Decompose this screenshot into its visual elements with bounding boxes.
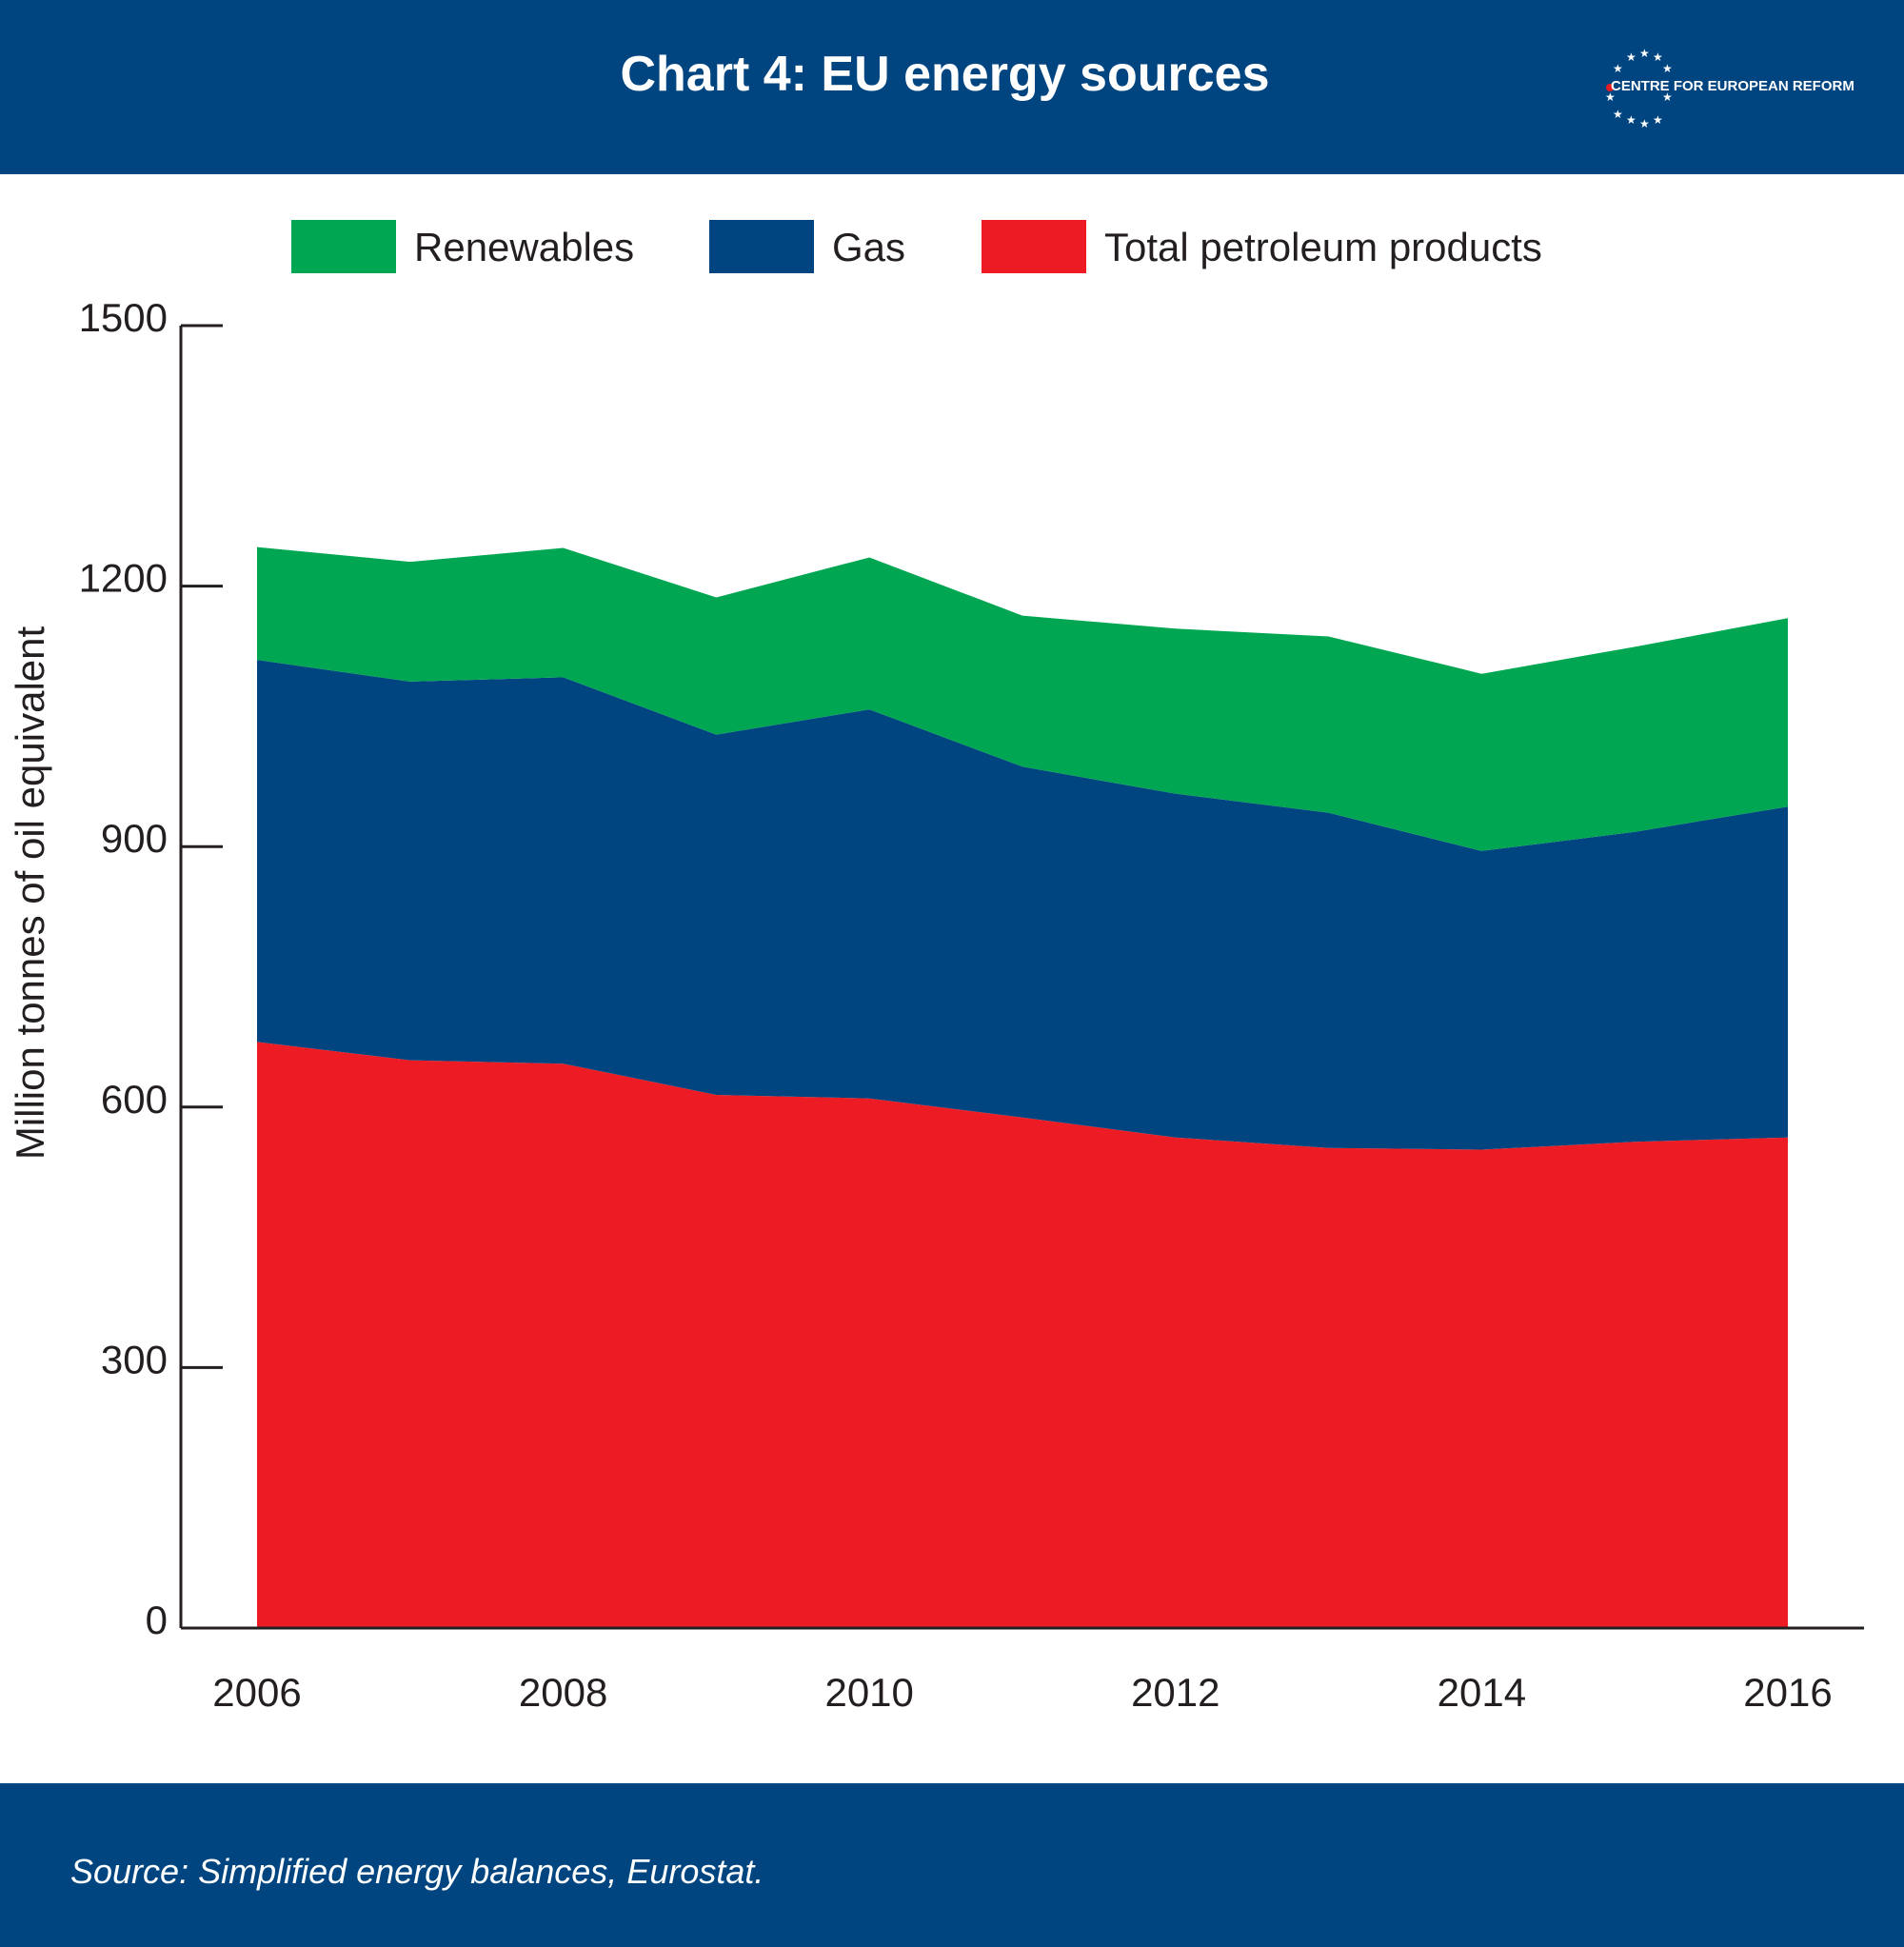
svg-text:★: ★ — [1653, 113, 1663, 127]
logo-red-star-icon — [1606, 84, 1614, 91]
svg-text:★: ★ — [1653, 50, 1663, 64]
x-tick-label-2016: 2016 — [1743, 1670, 1832, 1715]
svg-text:★: ★ — [1639, 48, 1650, 60]
x-tick-label-2010: 2010 — [824, 1670, 913, 1715]
legend-label-renewables: Renewables — [414, 225, 634, 269]
header-bar — [0, 0, 1904, 174]
y-axis-label: Million tonnes of oil equivalent — [8, 626, 52, 1161]
legend-label-gas: Gas — [832, 225, 905, 269]
cer-logo: ★ ★ ★ ★ ★ ★ ★ ★ ★ ★ ★ — [1605, 48, 1673, 129]
legend-swatch-renewables — [291, 220, 396, 273]
source-note: Source: Simplified energy balances, Euro… — [70, 1852, 764, 1891]
y-tick-label-1200: 1200 — [79, 556, 168, 601]
footer-bar — [0, 1783, 1904, 1947]
x-tick-label-2014: 2014 — [1438, 1670, 1526, 1715]
y-tick-label-1500: 1500 — [79, 295, 168, 340]
logo-text: CENTRE FOR EUROPEAN REFORM — [1611, 78, 1854, 94]
x-tick-label-2008: 2008 — [519, 1670, 607, 1715]
area-series-total-petroleum-products — [257, 1042, 1788, 1628]
chart-title: Chart 4: EU energy sources — [620, 47, 1270, 102]
eu-stars-icon: ★ ★ ★ ★ ★ ★ ★ ★ ★ ★ ★ — [1605, 48, 1673, 129]
legend-swatch-total-petroleum-products — [982, 220, 1086, 273]
stacked-area-chart: 0 300 600 900 1200 1500 2006 2008 2010 2012 2014 20… — [8, 220, 1864, 1715]
area-series-gas — [257, 660, 1788, 1150]
svg-text:★: ★ — [1639, 117, 1650, 129]
x-tick-label-2012: 2012 — [1131, 1670, 1220, 1715]
svg-text:★: ★ — [1613, 108, 1623, 121]
svg-text:★: ★ — [1605, 90, 1616, 104]
svg-text:★: ★ — [1662, 90, 1673, 104]
svg-text:★: ★ — [1613, 62, 1623, 75]
svg-text:★: ★ — [1662, 62, 1673, 75]
legend-label-total-petroleum-products: Total petroleum products — [1104, 225, 1542, 269]
y-tick-label-0: 0 — [146, 1598, 168, 1642]
y-tick-label-900: 900 — [101, 816, 168, 861]
y-tick-label-300: 300 — [101, 1337, 168, 1381]
svg-text:★: ★ — [1626, 50, 1636, 64]
svg-text:★: ★ — [1626, 113, 1636, 127]
y-tick-label-600: 600 — [101, 1077, 168, 1122]
legend-swatch-gas — [709, 220, 814, 273]
x-tick-label-2006: 2006 — [212, 1670, 301, 1715]
area-series-renewables — [257, 546, 1788, 851]
